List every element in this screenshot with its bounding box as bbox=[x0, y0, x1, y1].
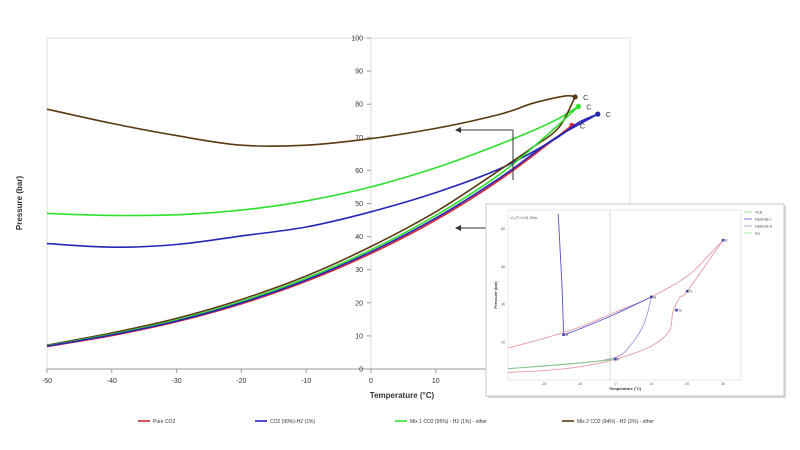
y-tick-label: 20 bbox=[355, 300, 363, 307]
inset-point-marker bbox=[562, 333, 565, 336]
inset-point-label: F bbox=[618, 357, 621, 362]
inset-x-tick-label: -20 bbox=[541, 382, 546, 386]
inset-axis-ticks: -20 -10 0 10 20 30 20 40 60 80 bbox=[501, 227, 725, 386]
y-tick-label: 10 bbox=[355, 333, 363, 340]
critical-point-label: C bbox=[606, 112, 611, 119]
y-tick-label: 40 bbox=[355, 234, 363, 241]
inset-point-marker bbox=[675, 308, 678, 312]
inset-x-axis-label: Temperature (°C) bbox=[609, 386, 642, 391]
y-tick-label: 50 bbox=[355, 201, 363, 208]
x-tick-label: -20 bbox=[236, 378, 246, 385]
main-legend: Pure CO2 CO2 (99%)-H2 (1%) Mix 1 CO2 (95%)… bbox=[138, 419, 654, 425]
inset-point-label: E bbox=[725, 238, 728, 243]
y-axis-label: Pressure (bar) bbox=[15, 176, 24, 231]
x-tick-label: -40 bbox=[107, 378, 117, 385]
legend-label: CO2 (99%)-H2 (1%) bbox=[270, 419, 315, 425]
inset-legend-label: VLE bbox=[755, 210, 763, 215]
inset-point-label: G bbox=[678, 308, 681, 313]
arrow-head-lower bbox=[455, 225, 461, 231]
critical-point-label: C bbox=[580, 123, 585, 130]
x-tick-label: -10 bbox=[301, 378, 311, 385]
inset-series-group bbox=[507, 213, 724, 373]
inset-x-tick-label: -10 bbox=[577, 382, 582, 386]
inset-legend-label: Hydrate II bbox=[755, 224, 772, 229]
x-tick-label: 0 bbox=[369, 378, 373, 385]
series-line-2 bbox=[46, 105, 579, 217]
inset-x-tick-label: 0 bbox=[615, 382, 617, 386]
y-tick-label: 70 bbox=[355, 135, 363, 142]
y-tick-label: 80 bbox=[355, 102, 363, 109]
inset-point-marker bbox=[614, 357, 617, 361]
inset-y-tick-label: 80 bbox=[501, 227, 505, 231]
y-tick-label: 60 bbox=[355, 168, 363, 175]
x-tick-label: 10 bbox=[432, 378, 440, 385]
inset-legend-label: Hydrate I bbox=[755, 217, 771, 222]
legend-label: Mix 1 CO2 (95%) - H2 (1%) - other bbox=[410, 419, 487, 425]
inset-series-line-2 bbox=[507, 239, 724, 373]
critical-point-label: C bbox=[583, 95, 588, 102]
y-tick-label: 100 bbox=[351, 36, 363, 43]
inset-point-marker bbox=[685, 289, 689, 293]
inset-y-tick-label: 20 bbox=[501, 340, 505, 344]
series-line-3 bbox=[46, 94, 576, 148]
inset-x-tick-label: 20 bbox=[685, 382, 689, 386]
inset-plot-area bbox=[507, 209, 742, 381]
y-tick-label: 0 bbox=[359, 367, 363, 374]
inset-markers-group: E D G B A F bbox=[562, 238, 728, 362]
inset-chart: v1 (T=0.0) 30m Temperature (°C) Pressure… bbox=[485, 203, 786, 398]
inset-point-label: A bbox=[566, 332, 569, 337]
inset-x-tick-label: 30 bbox=[721, 382, 725, 386]
inset-legend-label: Ice bbox=[755, 231, 761, 236]
inset-y-tick-label: 60 bbox=[501, 265, 505, 269]
legend-label: Pure CO2 bbox=[153, 419, 175, 425]
x-tick-label: -50 bbox=[42, 378, 52, 385]
annotation-arrows bbox=[455, 127, 514, 231]
x-tick-label: -30 bbox=[172, 378, 182, 385]
inset-x-tick-label: 10 bbox=[649, 382, 653, 386]
inset-point-marker bbox=[650, 295, 653, 299]
inset-series-line-1 bbox=[507, 239, 724, 349]
inset-legend: VLE Hydrate I Hydrate II Ice bbox=[744, 210, 772, 236]
inset-point-label: D bbox=[689, 289, 692, 294]
inset-y-tick-label: 40 bbox=[501, 303, 505, 307]
inset-series-line-0 bbox=[557, 213, 565, 335]
inset-series-line-4 bbox=[563, 296, 652, 336]
y-tick-label: 30 bbox=[355, 267, 363, 274]
inset-series-line-5 bbox=[507, 358, 616, 370]
y-tick-label: 90 bbox=[355, 69, 363, 76]
inset-point-label: B bbox=[653, 294, 656, 299]
inset-annotation: v1 (T=0.0) 30m bbox=[510, 215, 538, 220]
inset-point-marker bbox=[721, 238, 725, 242]
critical-point-label: C bbox=[586, 105, 591, 112]
series-line-6 bbox=[46, 113, 599, 347]
inset-y-axis-label: Pressure (bar) bbox=[493, 281, 498, 309]
legend-label: Mix 2 CO2 (94%) - H2 (2%) - other bbox=[577, 419, 654, 425]
x-axis-label: Temperature (°C) bbox=[370, 391, 435, 400]
arrow-head-upper bbox=[455, 127, 461, 133]
